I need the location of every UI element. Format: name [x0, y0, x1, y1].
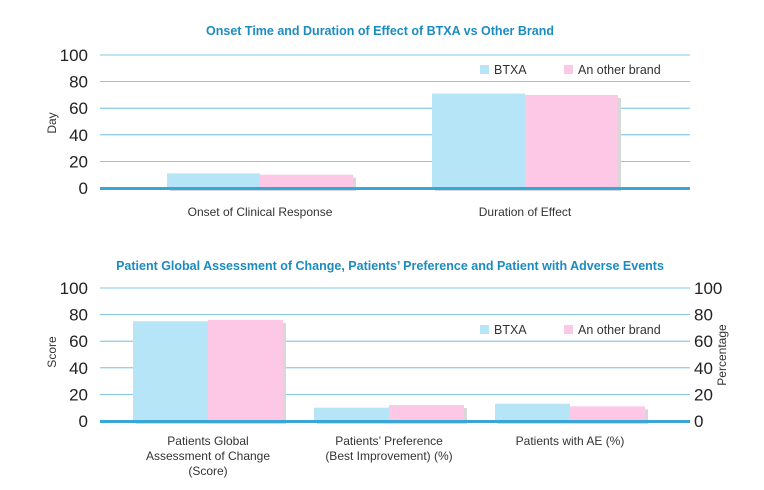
- chart2-category-label: Patients’ Preference: [335, 434, 443, 448]
- chart2-y2-tick-label: 0: [694, 412, 703, 431]
- chart1-bar-other: [525, 94, 618, 188]
- chart1-legend-swatch: [480, 65, 489, 74]
- chart2-y-tick-label: 0: [79, 412, 88, 431]
- chart1-y-axis-label: Day: [45, 112, 59, 133]
- chart1-y-tick-label: 20: [69, 152, 88, 171]
- chart1-legend-label: An other brand: [578, 63, 661, 77]
- chart1-title: Onset Time and Duration of Effect of BTX…: [206, 24, 554, 38]
- chart1-y-tick-label: 0: [79, 179, 88, 198]
- chart2-bar-other: [389, 405, 464, 421]
- chart2-title: Patient Global Assessment of Change, Pat…: [116, 259, 664, 273]
- chart2-category-label: Patients with AE (%): [516, 434, 625, 448]
- chart2-bar-btxa: [133, 321, 208, 421]
- chart1-y-tick-label: 80: [69, 73, 88, 92]
- chart1-y-tick-label: 40: [69, 126, 88, 145]
- chart2-y2-tick-label: 100: [694, 279, 722, 298]
- chart2-y-tick-label: 20: [69, 385, 88, 404]
- chart1-bar-other: [260, 174, 353, 188]
- chart2-y-tick-label: 100: [60, 279, 88, 298]
- chart2-legend-label: BTXA: [494, 323, 527, 337]
- chart1-category-label: Duration of Effect: [479, 205, 572, 219]
- chart2-category-label: (Score): [188, 464, 227, 478]
- chart1-bar-btxa: [432, 93, 525, 188]
- chart2-bar-btxa: [495, 403, 570, 421]
- chart1-legend-label: BTXA: [494, 63, 527, 77]
- chart2-y-tick-label: 80: [69, 306, 88, 325]
- chart1-y-tick-label: 60: [69, 99, 88, 118]
- chart1-x-axis-line: [100, 187, 690, 190]
- chart2-y2-tick-label: 60: [694, 332, 713, 351]
- chart2-bar-btxa: [314, 407, 389, 421]
- chart2-y-tick-label: 40: [69, 359, 88, 378]
- chart2-category-label: Assessment of Change: [146, 449, 270, 463]
- chart2-y-tick-label: 60: [69, 332, 88, 351]
- chart2-bar-other: [208, 319, 283, 421]
- chart2-legend-swatch: [564, 325, 573, 334]
- chart2-category-label: Patients Global: [167, 434, 248, 448]
- chart2-x-axis-line: [100, 420, 690, 423]
- chart2-bar-other: [570, 406, 645, 421]
- chart2-legend-label: An other brand: [578, 323, 661, 337]
- chart2-y-axis-label: Score: [45, 336, 59, 368]
- chart1-y-tick-label: 100: [60, 46, 88, 65]
- chart2-y2-tick-label: 40: [694, 359, 713, 378]
- chart2-category-label: (Best Improvement) (%): [325, 449, 452, 463]
- chart1-legend-swatch: [564, 65, 573, 74]
- chart2-y2-tick-label: 20: [694, 385, 713, 404]
- chart2-y2-tick-label: 80: [694, 306, 713, 325]
- chart1-category-label: Onset of Clinical Response: [188, 205, 333, 219]
- chart2-y2-axis-label: Percentage: [715, 324, 729, 386]
- chart2-legend-swatch: [480, 325, 489, 334]
- chart1-bar-btxa: [167, 173, 260, 188]
